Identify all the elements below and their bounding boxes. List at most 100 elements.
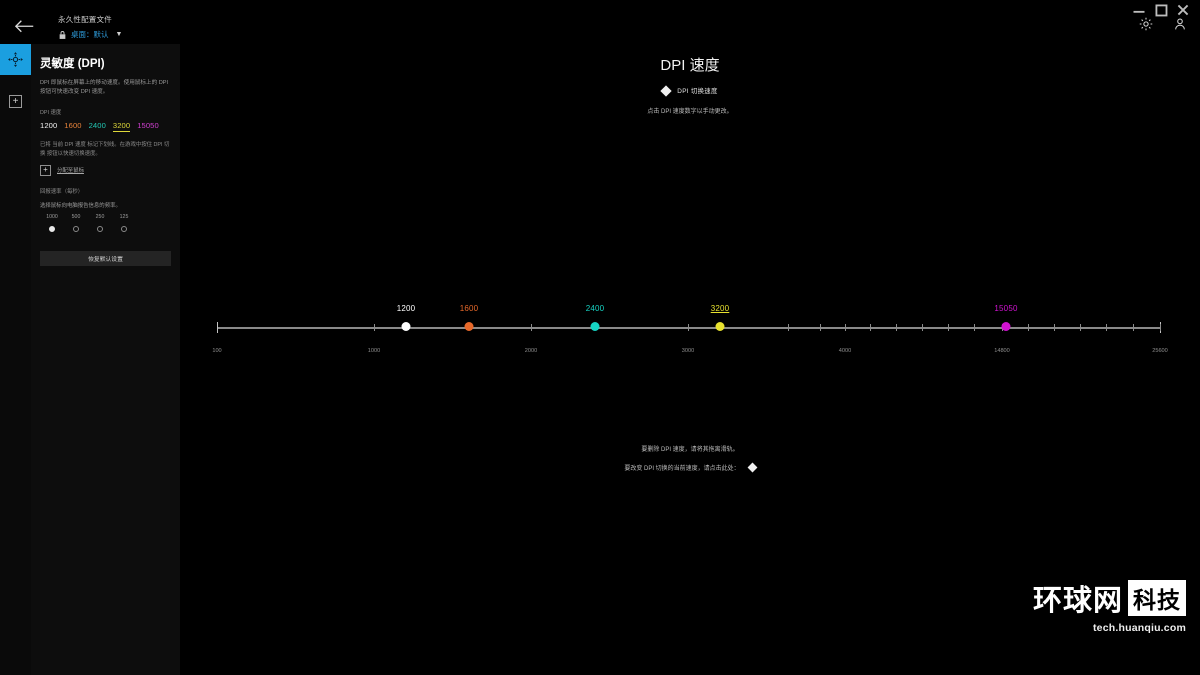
title-bar: 永久性配置文件 桌面：默认 ▼	[0, 0, 1200, 44]
close-button[interactable]	[1172, 3, 1194, 17]
slider-tick	[974, 324, 975, 331]
chevron-down-icon[interactable]: ▼	[115, 31, 123, 38]
icon-rail: +	[0, 44, 31, 675]
slider-handle-3200[interactable]	[715, 322, 725, 331]
axis-tick-label: 25600	[1152, 348, 1168, 354]
panel-description: DPI 即鼠标在屏幕上的移动速度。使用鼠标上的 DPI 按钮可快速改变 DPI …	[40, 80, 169, 96]
slider-tick	[1133, 324, 1134, 331]
axis-tick-label: 100	[212, 348, 222, 354]
slider-tick	[1080, 324, 1081, 331]
dpi-shift-label: DPI 切换速度	[677, 88, 718, 95]
slider-handle-label-1200[interactable]: 1200	[396, 304, 416, 313]
gear-icon[interactable]	[1138, 16, 1154, 32]
watermark-brand: 环球网	[1032, 583, 1123, 617]
slider-handle-2400[interactable]	[590, 322, 600, 331]
sidebar-item-dpi-sensitivity[interactable]	[0, 44, 31, 75]
breadcrumb-profile-type: 永久性配置文件	[58, 15, 112, 24]
dpi-shift-row: DPI 切换速度	[180, 84, 1200, 97]
plus-icon: +	[9, 95, 22, 108]
restore-defaults-button[interactable]: 恢复默认设置	[40, 250, 171, 266]
window-controls	[1128, 3, 1194, 17]
back-button[interactable]	[14, 18, 36, 36]
axis-tick-label: 3000	[681, 348, 695, 354]
main-stage: DPI 速度 DPI 切换速度 点击 DPI 速度数字以手动更改。 100 100…	[180, 44, 1200, 675]
dpi-note: 已将 当前 DPI 速度 标记下划线。在游戏中按住 DPI 切换 按钮以快速切换…	[40, 142, 170, 157]
assign-to-mouse-row[interactable]: + 分配至鼠标	[40, 164, 171, 176]
axis-tick-label: 4000	[838, 348, 852, 354]
profile-name: 桌面：默认	[71, 30, 109, 39]
polling-rate-value: 250	[95, 213, 105, 220]
slider-handle-label-15050[interactable]: 15050	[994, 304, 1018, 313]
dpi-section-label: DPI 速度	[40, 110, 62, 117]
polling-rate-option-125[interactable]: 125	[112, 214, 136, 232]
footer-hint-shift-text: 要改变 DPI 切换的当前速度，请点击此处：	[624, 466, 740, 472]
watermark-url: tech.huanqiu.com	[1092, 622, 1186, 634]
slider-tick	[922, 324, 923, 331]
titlebar-actions	[1138, 16, 1188, 32]
profile-selector[interactable]: 桌面：默认 ▼	[58, 29, 122, 40]
polling-rate-label: 回报速率（每秒）	[40, 188, 84, 195]
assign-to-mouse-link[interactable]: 分配至鼠标	[57, 168, 84, 175]
lock-icon	[58, 30, 67, 40]
crosshair-move-icon	[7, 51, 24, 68]
slider-tick	[374, 324, 375, 331]
slider-handle-label-2400[interactable]: 2400	[585, 304, 605, 313]
dpi-value-1200[interactable]: 1200	[40, 121, 58, 131]
watermark-section: 科技	[1128, 580, 1186, 616]
dpi-value-15050[interactable]: 15050	[137, 121, 159, 131]
slider-tick	[948, 324, 949, 331]
main-title: DPI 速度	[660, 57, 720, 74]
slider-tick	[896, 324, 897, 331]
page-title: 灵敏度 (DPI)	[40, 58, 105, 70]
polling-rate-option-250[interactable]: 250	[88, 214, 112, 232]
radio-button[interactable]	[121, 225, 127, 232]
polling-rate-options: 1000 500 250 125	[40, 214, 171, 232]
dpi-value-2400[interactable]: 2400	[88, 121, 106, 131]
user-icon[interactable]	[1172, 16, 1188, 32]
dpi-value-1600[interactable]: 1600	[64, 121, 82, 131]
slider-tick	[531, 324, 532, 331]
radio-button[interactable]	[97, 225, 103, 232]
polling-rate-value: 1000	[46, 213, 58, 220]
sensitivity-panel: 灵敏度 (DPI) DPI 即鼠标在屏幕上的移动速度。使用鼠标上的 DPI 按钮…	[31, 44, 180, 675]
axis-tick-label: 1000	[367, 348, 381, 354]
axis-tick-label: 2000	[524, 348, 538, 354]
polling-rate-option-500[interactable]: 500	[64, 214, 88, 232]
slider-tick	[688, 324, 689, 331]
watermark: 环球网 科技 tech.huanqiu.com	[1033, 577, 1186, 634]
slider-handle-label-3200[interactable]: 3200	[710, 304, 730, 313]
slider-handle-1600[interactable]	[464, 322, 474, 331]
diamond-icon[interactable]	[747, 462, 758, 473]
slider-handle-15050[interactable]	[1001, 322, 1011, 331]
minimize-button[interactable]	[1128, 3, 1150, 17]
assign-box-icon: +	[40, 164, 51, 176]
slider-tick	[1054, 324, 1055, 331]
slider-tick	[1160, 324, 1161, 331]
maximize-button[interactable]	[1150, 3, 1172, 17]
slider-tick	[845, 324, 846, 331]
slider-handle-label-1600[interactable]: 1600	[459, 304, 479, 313]
dpi-value-list: 1200 1600 2400 3200 15050	[40, 121, 171, 133]
slider-handle-1200[interactable]	[401, 322, 411, 331]
polling-rate-option-1000[interactable]: 1000	[40, 214, 64, 232]
slider-tick	[1028, 324, 1029, 331]
polling-rate-description: 选择鼠标向电脑报告信息的频率。	[40, 202, 121, 209]
slider-tick	[1106, 324, 1107, 331]
breadcrumb: 永久性配置文件 桌面：默认 ▼	[58, 14, 122, 40]
diamond-icon	[660, 84, 672, 97]
slider-tick	[788, 324, 789, 331]
manual-edit-hint: 点击 DPI 速度数字以手动更改。	[647, 109, 733, 115]
dpi-value-3200[interactable]: 3200	[112, 121, 131, 133]
slider-tick	[820, 324, 821, 331]
polling-rate-value: 500	[71, 213, 81, 220]
slider-end-cap	[217, 322, 218, 333]
footer-hint-remove: 要删除 DPI 速度，请将其拖离滑轨。	[641, 447, 739, 453]
footer-hint-shift: 要改变 DPI 切换的当前速度，请点击此处：	[180, 462, 1200, 473]
radio-button[interactable]	[49, 225, 55, 232]
sidebar-item-add[interactable]: +	[0, 86, 31, 117]
slider-tick	[870, 324, 871, 331]
radio-button[interactable]	[73, 225, 79, 232]
axis-tick-label: 14800	[994, 348, 1010, 354]
dpi-slider[interactable]: 100 1000 2000 3000 4000 14800 25600 1200 1600 240…	[180, 284, 1200, 404]
